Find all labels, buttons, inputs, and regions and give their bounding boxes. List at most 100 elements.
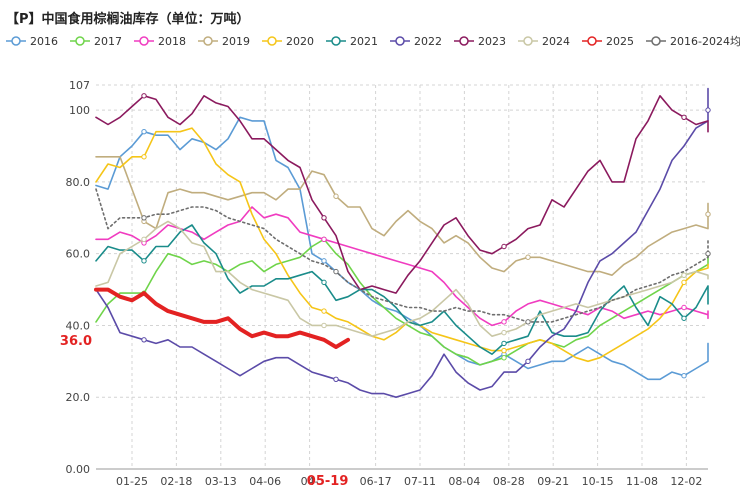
- legend-item: 2019: [198, 35, 250, 48]
- legend-swatch-marker: [651, 36, 661, 46]
- chart-highlights: 36.0: [60, 334, 92, 349]
- series-point: [141, 337, 147, 343]
- x-tick-label: 11-08: [626, 475, 658, 488]
- x-tick-label: 04-06: [249, 475, 281, 488]
- chart-grid: [96, 84, 708, 470]
- current-value-label: 36.0: [60, 334, 92, 349]
- legend-label: 2021: [350, 35, 378, 48]
- legend-swatch-marker: [139, 36, 149, 46]
- legend-label: 2023: [478, 35, 506, 48]
- series-line-2021: [95, 224, 709, 355]
- x-tick-label: 02-18: [160, 475, 192, 488]
- x-tick-label: 03-13: [205, 475, 237, 488]
- series-point: [501, 243, 507, 250]
- legend-swatch-marker: [587, 36, 597, 46]
- series-line-2016: [95, 116, 709, 381]
- x-tick-label: 08-28: [493, 475, 525, 488]
- legend-swatch-marker: [75, 36, 85, 46]
- legend-label: 2019: [222, 35, 250, 48]
- series-point: [681, 114, 687, 120]
- chart-legend: 2016 2017 2018 2019 2020 2021 2022 2023 2024 2025…: [6, 35, 740, 48]
- x-tick-label: 09-21: [537, 475, 569, 488]
- x-tick-label: 08-04: [448, 475, 480, 488]
- series-point: [705, 211, 711, 217]
- series-point: [321, 258, 327, 264]
- legend-label: 2016-2024均值: [670, 35, 740, 48]
- legend-item: 2025: [582, 35, 634, 48]
- series-point: [705, 250, 711, 257]
- x-tick-label: 07-11: [404, 475, 436, 488]
- legend-label: 2024: [542, 35, 570, 48]
- legend-swatch-marker: [395, 36, 405, 46]
- series-point: [141, 258, 147, 264]
- series-line-2017: [95, 238, 709, 366]
- series-point: [321, 236, 327, 243]
- legend-swatch-marker: [11, 36, 21, 46]
- series-point: [501, 329, 507, 336]
- series-line-2018: [95, 206, 709, 327]
- series-point: [321, 279, 327, 286]
- series-point: [141, 154, 147, 160]
- series-point: [141, 236, 147, 243]
- series-point: [141, 215, 147, 221]
- legend-item: 2023: [454, 35, 506, 48]
- series-point: [681, 315, 687, 321]
- legend-swatch-marker: [459, 36, 469, 46]
- series-line-2019: [95, 156, 709, 276]
- legend-item: 2016: [6, 35, 58, 48]
- y-tick-label: 80.0: [66, 176, 91, 189]
- x-tick-label: 06-17: [360, 475, 392, 488]
- y-tick-label: 20.0: [66, 391, 91, 404]
- legend-label: 2022: [414, 35, 442, 48]
- series-point: [321, 322, 327, 329]
- series-point: [321, 215, 327, 221]
- legend-item: 2018: [134, 35, 186, 48]
- series-point: [141, 128, 147, 135]
- chart-series: [94, 87, 711, 398]
- x-tick-label: 01-25: [116, 475, 148, 488]
- series-point: [525, 358, 531, 365]
- series-line-2025: [94, 287, 350, 349]
- series-point: [525, 319, 531, 325]
- legend-item: 2016-2024均值: [646, 35, 740, 48]
- y-tick-label: 100: [69, 104, 90, 117]
- series-line-2023: [95, 95, 709, 294]
- legend-item: 2022: [390, 35, 442, 48]
- legend-item: 2017: [70, 35, 122, 48]
- legend-item: 2024: [518, 35, 570, 48]
- series-point: [681, 272, 687, 278]
- x-tick-label: 10-15: [582, 475, 614, 488]
- x-tick-label: 12-02: [670, 475, 702, 488]
- legend-label: 2017: [94, 35, 122, 48]
- series-point: [705, 107, 711, 113]
- legend-swatch-marker: [203, 36, 213, 46]
- x-tick-label: 04-: [301, 475, 319, 488]
- x-tick-label-current: 05-19: [307, 474, 349, 489]
- y-tick-label: 60.0: [66, 248, 91, 261]
- legend-swatch-marker: [267, 36, 277, 46]
- series-point: [525, 254, 531, 260]
- series-point: [333, 268, 339, 275]
- y-tick-label: 40.0: [66, 319, 91, 332]
- series-line-2022: [95, 87, 709, 398]
- legend-swatch-marker: [523, 36, 533, 46]
- series-point: [681, 372, 687, 379]
- series-point: [333, 193, 339, 199]
- chart-title: 【P】中国食用棕榈油库存（单位：万吨）: [6, 12, 250, 27]
- series-line-2016-2024均值: [95, 188, 709, 323]
- series-point: [501, 340, 507, 347]
- legend-label: 2020: [286, 35, 314, 48]
- series-point: [681, 279, 687, 286]
- series-line-2024: [95, 220, 709, 337]
- legend-label: 2018: [158, 35, 186, 48]
- chart-axes: 0.00 20.0 40.0 60.0 80.0 100 107 01-25 02-18 03-1…: [66, 79, 703, 489]
- legend-item: 2020: [262, 35, 314, 48]
- legend-label: 2016: [30, 35, 58, 48]
- legend-item: 2021: [326, 35, 378, 48]
- series-point: [501, 347, 507, 354]
- y-tick-label: 0.00: [66, 463, 91, 476]
- legend-label: 2025: [606, 35, 634, 48]
- series-point: [681, 304, 687, 311]
- series-point: [501, 355, 507, 361]
